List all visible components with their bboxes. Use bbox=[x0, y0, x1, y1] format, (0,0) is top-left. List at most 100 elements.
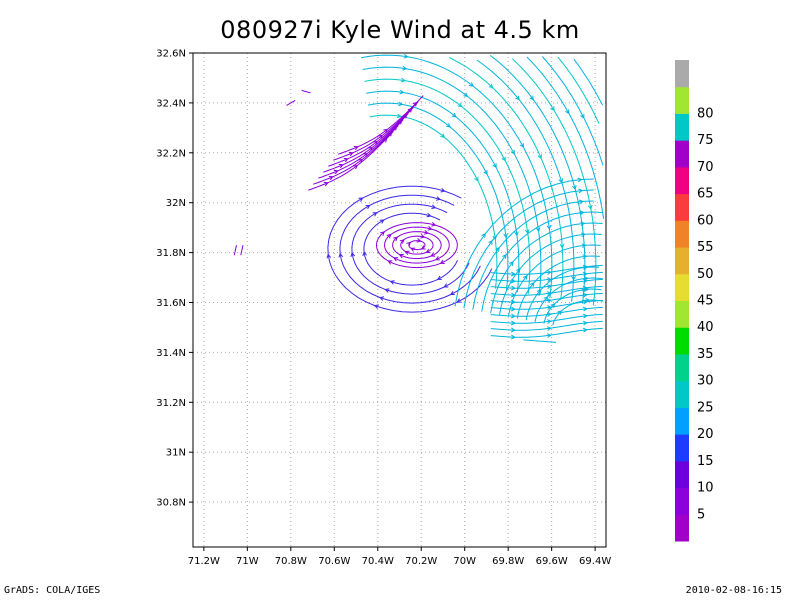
streamline-arrow bbox=[373, 304, 379, 309]
streamline-arrow bbox=[338, 163, 344, 169]
streamline bbox=[313, 125, 399, 185]
streamline bbox=[351, 203, 470, 295]
streamline-arrow bbox=[380, 231, 385, 236]
streamline bbox=[542, 56, 604, 166]
lon-tick-label: 70.4W bbox=[362, 556, 394, 567]
streamline-arrow bbox=[407, 107, 413, 113]
streamline-arrow bbox=[449, 290, 455, 295]
streamline bbox=[526, 56, 605, 219]
streamline-arrow bbox=[519, 143, 524, 149]
streamline-arrow bbox=[571, 275, 576, 281]
streamline-arrow bbox=[430, 252, 436, 257]
streamline-arrow bbox=[501, 156, 506, 162]
streamline bbox=[499, 233, 602, 316]
lat-tick-label: 32.2N bbox=[156, 148, 186, 159]
footer-credit: GrADS: COLA/IGES bbox=[4, 585, 101, 596]
streamline-arrow bbox=[510, 285, 516, 291]
streamline bbox=[366, 90, 520, 293]
streamline-arrow bbox=[363, 152, 369, 158]
streamline bbox=[490, 278, 603, 289]
streamline-arrow bbox=[410, 247, 416, 252]
streamline-arrow bbox=[326, 253, 332, 259]
streamline-arrow bbox=[580, 221, 586, 227]
streamline-arrow bbox=[353, 145, 359, 151]
streamline-arrow bbox=[578, 188, 584, 194]
streamline-arrow bbox=[386, 233, 392, 239]
colorbar-segment bbox=[675, 300, 689, 328]
streamline-arrow bbox=[572, 185, 577, 191]
streamline bbox=[490, 292, 603, 303]
streamline-arrow bbox=[440, 133, 446, 138]
streamline-arrow bbox=[510, 313, 516, 319]
lat-tick-label: 31.8N bbox=[156, 248, 186, 259]
streamline-arrow bbox=[323, 181, 329, 187]
streamline-arrow bbox=[358, 197, 364, 202]
streamline bbox=[552, 299, 604, 326]
streamline bbox=[240, 244, 244, 256]
streamline-arrow bbox=[550, 106, 555, 112]
streamline bbox=[383, 226, 450, 264]
streamline-arrow bbox=[423, 230, 429, 235]
colorbar-label: 55 bbox=[697, 240, 714, 255]
streamline-arrow bbox=[546, 305, 552, 310]
streamline-arrow bbox=[535, 227, 541, 233]
streamline-arrow bbox=[474, 176, 479, 182]
streamline-arrow bbox=[492, 235, 498, 241]
colorbar-segment bbox=[675, 327, 689, 355]
streamline bbox=[573, 58, 604, 106]
streamline-arrow bbox=[582, 299, 588, 305]
streamline bbox=[448, 56, 564, 300]
colorbar-segment bbox=[675, 140, 689, 168]
streamline-arrow bbox=[509, 260, 514, 266]
streamline-arrow bbox=[582, 285, 588, 291]
lat-tick-label: 31.2N bbox=[156, 398, 186, 409]
streamline-arrow bbox=[350, 251, 356, 257]
streamline bbox=[490, 264, 603, 275]
colorbar-label: 15 bbox=[697, 454, 714, 469]
streamline bbox=[516, 255, 600, 319]
streamline-arrow bbox=[434, 256, 440, 261]
colorbar-label: 10 bbox=[697, 481, 714, 496]
colorbar-segment bbox=[675, 166, 689, 195]
streamline bbox=[490, 299, 603, 310]
streamline bbox=[472, 200, 594, 310]
streamline-arrow bbox=[582, 313, 588, 319]
colorbar-label: 60 bbox=[697, 213, 714, 228]
colorbar-label: 40 bbox=[697, 320, 714, 335]
streamline-arrow bbox=[582, 327, 588, 333]
lat-tick-label: 31N bbox=[166, 448, 186, 459]
streamline-arrow bbox=[443, 283, 449, 288]
colorbar-segment bbox=[675, 247, 689, 275]
streamline-arrow bbox=[365, 204, 371, 210]
streamline-arrow bbox=[557, 310, 563, 315]
streamline-arrow bbox=[582, 306, 588, 312]
streamline-arrow bbox=[358, 158, 364, 164]
streamline-arrow bbox=[372, 212, 378, 217]
streamline bbox=[507, 244, 601, 317]
streamline-arrow bbox=[546, 284, 552, 289]
streamline bbox=[333, 101, 419, 161]
streamline-arrow bbox=[456, 298, 462, 303]
streamline-arrow bbox=[529, 282, 535, 287]
streamline-arrow bbox=[582, 292, 588, 298]
lon-tick-label: 69.4W bbox=[579, 556, 611, 567]
lat-tick-label: 31.4N bbox=[156, 348, 186, 359]
streamline bbox=[323, 113, 409, 173]
streamline bbox=[328, 107, 414, 167]
colorbar-label: 80 bbox=[697, 106, 714, 121]
map-frame bbox=[192, 52, 607, 548]
plot-title: 080927i Kyle Wind at 4.5 km bbox=[220, 16, 580, 44]
streamline-arrow bbox=[398, 253, 404, 259]
streamline bbox=[392, 231, 442, 260]
colorbar-label: 50 bbox=[697, 267, 714, 282]
streamline-arrow bbox=[425, 248, 431, 254]
streamline-arrow bbox=[348, 151, 354, 157]
colorbar-label: 45 bbox=[697, 294, 714, 309]
streamline bbox=[362, 66, 542, 297]
streamline-arrow bbox=[510, 271, 516, 277]
streamline-arrow bbox=[522, 274, 528, 280]
streamline bbox=[490, 313, 603, 324]
streamline-arrow bbox=[420, 245, 426, 250]
